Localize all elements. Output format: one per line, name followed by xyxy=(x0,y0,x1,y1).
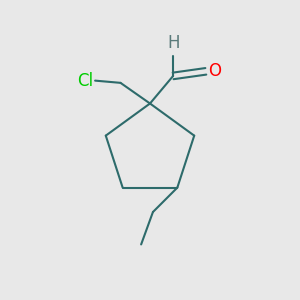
Text: Cl: Cl xyxy=(77,72,94,90)
Text: O: O xyxy=(208,62,221,80)
Text: H: H xyxy=(167,34,179,52)
